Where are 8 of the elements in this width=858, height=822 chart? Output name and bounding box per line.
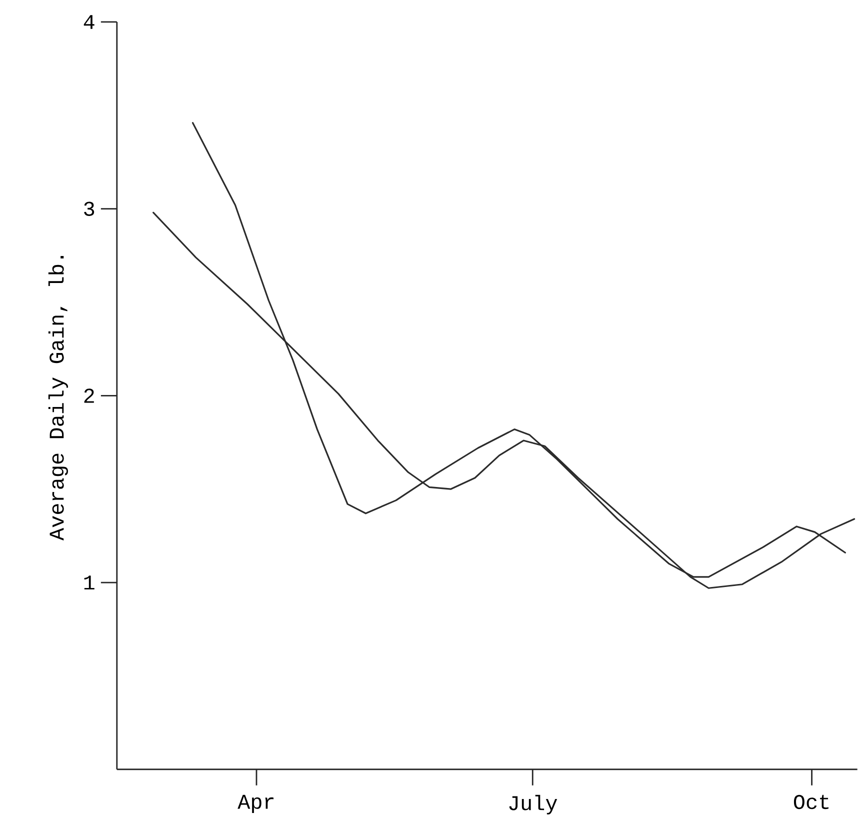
y-tick-label: 4 [84, 14, 94, 29]
y-axis-title: Average Daily Gain, lb. [48, 256, 68, 540]
y-tick-label: 1 [84, 575, 94, 590]
x-tick-label: Oct [794, 794, 828, 809]
x-tick-label: Apr [238, 794, 274, 813]
x-tick-label: July [509, 794, 558, 814]
y-tick-label: 2 [84, 388, 94, 403]
y-tick-label: 3 [84, 202, 94, 216]
